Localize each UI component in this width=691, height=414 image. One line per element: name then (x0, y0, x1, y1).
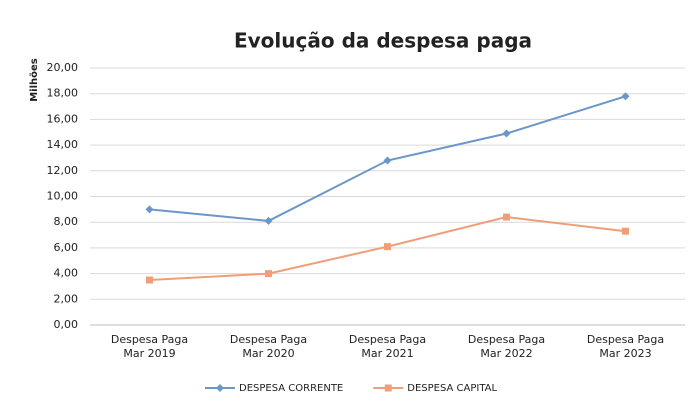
legend-label: DESPESA CORRENTE (239, 383, 343, 394)
y-tick-label: 14,00 (47, 138, 79, 151)
marker (265, 270, 272, 278)
y-tick-label: 8,00 (54, 215, 79, 228)
y-tick-label: 18,00 (47, 87, 79, 100)
x-tick-label: Despesa Paga Mar 2022 (467, 333, 546, 360)
marker (622, 227, 629, 235)
chart-title: Evolução da despesa paga (234, 29, 532, 53)
marker (502, 129, 511, 138)
marker (503, 213, 510, 221)
marker (145, 205, 154, 214)
marker (383, 156, 392, 165)
x-tick-label: Despesa Paga Mar 2023 (586, 333, 665, 360)
y-axis-label: Milhões (29, 58, 40, 102)
marker (384, 243, 391, 251)
x-tick-label: Despesa Paga Mar 2020 (229, 333, 308, 360)
x-tick-label-box: Despesa Paga Mar 2023 (586, 333, 665, 360)
marker (264, 216, 273, 225)
legend-marker (216, 384, 224, 392)
y-tick-label: 4,00 (54, 267, 79, 280)
x-tick-label-box: Despesa Paga Mar 2022 (467, 333, 546, 360)
y-tick-label: 12,00 (47, 164, 79, 177)
marker (146, 276, 153, 284)
y-tick-label: 20,00 (47, 61, 79, 74)
x-tick-label: Despesa Paga Mar 2019 (110, 333, 189, 360)
marker (621, 92, 630, 101)
y-tick-label: 16,00 (47, 112, 79, 125)
legend-label: DESPESA CAPITAL (407, 383, 497, 394)
y-tick-label: 6,00 (54, 241, 79, 254)
x-tick-label: Despesa Paga Mar 2021 (348, 333, 427, 360)
y-tick-label: 10,00 (47, 190, 79, 203)
x-tick-label-box: Despesa Paga Mar 2021 (348, 333, 427, 360)
y-tick-label: 2,00 (54, 292, 79, 305)
x-tick-label-box: Despesa Paga Mar 2019 (110, 333, 189, 360)
legend-marker (384, 384, 392, 392)
x-tick-label-box: Despesa Paga Mar 2020 (229, 333, 308, 360)
y-tick-label: 0,00 (54, 318, 79, 331)
